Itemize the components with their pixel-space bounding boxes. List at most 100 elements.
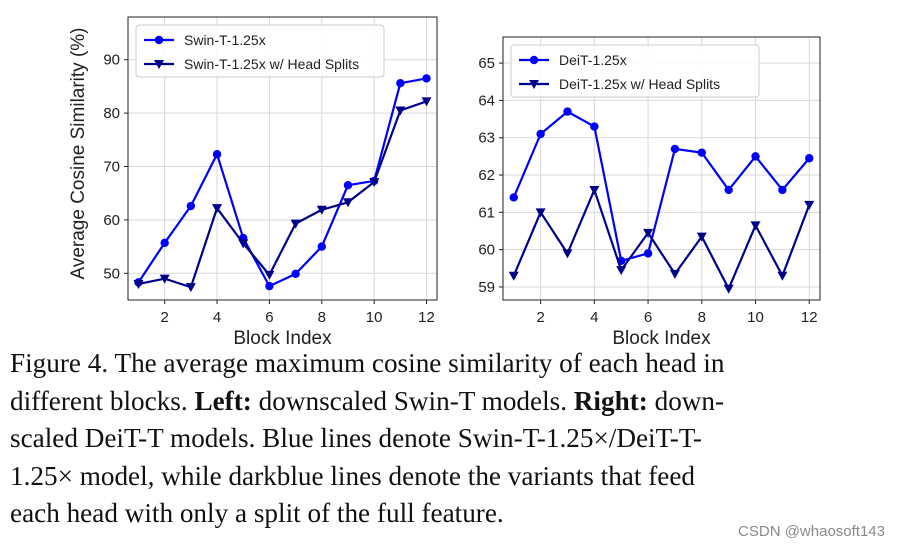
caption-right-label: Right: <box>573 385 648 416</box>
data-point <box>535 208 546 218</box>
data-point <box>536 129 545 139</box>
data-point <box>696 232 707 242</box>
data-point <box>563 107 572 116</box>
data-point <box>133 279 144 289</box>
data-point <box>395 106 406 116</box>
legend-label: DeiT-1.25x <box>559 52 627 68</box>
data-point <box>264 270 275 280</box>
y-tick-label: 80 <box>103 105 120 122</box>
figure-caption: Figure 4. The average maximum cosine sim… <box>10 345 886 533</box>
data-point <box>778 185 787 195</box>
y-tick-label: 65 <box>478 55 495 72</box>
legend-marker <box>154 60 164 69</box>
data-point <box>369 177 380 187</box>
data-point <box>616 266 627 276</box>
legend-marker <box>529 55 539 65</box>
y-tick-label: 59 <box>478 279 495 296</box>
data-point <box>724 185 733 195</box>
data-point <box>750 221 761 231</box>
figure-charts: 2 4 6 8 10 12 50 60 70 80 90 Block Index Average Cos… <box>68 16 821 348</box>
legend-box <box>510 44 760 98</box>
x-tick-label: 6 <box>644 309 652 326</box>
data-point <box>643 249 653 258</box>
data-point <box>697 148 706 157</box>
y-tick-label: 60 <box>478 242 495 259</box>
data-point <box>186 201 196 211</box>
legend: DeiT-1.25x DeiT-1.25x w/ Head Splits <box>510 44 760 98</box>
data-point <box>562 249 573 259</box>
x-tick-label: 2 <box>160 309 168 326</box>
y-axis-label: Average Cosine Similarity (%) <box>68 27 89 279</box>
x-tick-label: 12 <box>801 309 818 326</box>
legend-label: DeiT-1.25x w/ Head Splits <box>559 76 720 92</box>
caption-line-1: Figure 4. The average maximum cosine sim… <box>10 348 725 378</box>
data-point <box>212 204 223 214</box>
caption-line-5: each head with only a split of the full … <box>10 498 504 528</box>
data-point <box>185 283 196 293</box>
caption-line-3: scaled DeiT-T models. Blue lines denote … <box>10 423 702 453</box>
series-1 <box>509 107 814 266</box>
caption-left-label: Left: <box>194 385 252 416</box>
data-point <box>238 239 249 249</box>
legend-label: Swin-T-1.25x <box>184 32 266 48</box>
data-point <box>212 150 222 159</box>
y-tick-label: 61 <box>478 204 495 221</box>
data-point <box>290 219 301 229</box>
x-tick-label: 4 <box>590 309 598 326</box>
data-point <box>777 271 788 281</box>
chart-2: 2 4 6 8 10 12 59 60 61 62 63 64 65 Block Index DeiT-1.… <box>478 36 821 348</box>
y-tick-label: 64 <box>478 92 495 109</box>
caption-line-2: different blocks. Left: downscaled Swin-… <box>10 385 725 416</box>
legend-box <box>135 24 385 78</box>
y-tick-label: 70 <box>103 159 120 176</box>
legend-label: Swin-T-1.25x w/ Head Splits <box>184 56 359 72</box>
data-point <box>421 97 432 107</box>
data-point <box>342 198 353 208</box>
data-point <box>508 271 519 281</box>
x-tick-label: 10 <box>366 309 383 326</box>
plot-frame <box>127 16 438 301</box>
x-tick-label: 10 <box>747 309 764 326</box>
y-tick-label: 62 <box>478 167 495 184</box>
x-axis-label: Block Index <box>612 328 711 348</box>
chart-1: 2 4 6 8 10 12 50 60 70 80 90 Block Index Average Cos… <box>68 16 438 348</box>
x-tick-label: 8 <box>698 309 706 326</box>
data-point <box>590 122 599 131</box>
series-2 <box>133 97 432 293</box>
series-line <box>137 77 427 288</box>
x-tick-label: 4 <box>213 309 221 326</box>
data-point <box>589 185 600 195</box>
data-point <box>422 74 431 83</box>
data-point <box>316 205 327 215</box>
series-line <box>512 110 811 262</box>
x-tick-label: 8 <box>318 309 326 326</box>
legend-marker <box>529 80 539 89</box>
data-point <box>509 193 518 202</box>
data-point <box>160 238 169 248</box>
data-point <box>317 242 326 251</box>
y-tick-label: 60 <box>103 212 120 229</box>
data-point <box>805 154 814 163</box>
series-line <box>512 188 811 290</box>
plot-frame <box>502 36 821 301</box>
data-point <box>159 274 170 284</box>
data-point <box>669 269 680 279</box>
data-point <box>751 152 760 161</box>
y-tick-label: 90 <box>103 52 120 69</box>
x-axis-label: Block Index <box>233 328 332 348</box>
series-1 <box>134 74 431 291</box>
caption-line-4: 1.25× model, while darkblue lines denote… <box>10 460 695 491</box>
data-point <box>670 144 680 154</box>
data-point <box>291 269 300 279</box>
y-tick-label: 63 <box>478 130 495 147</box>
data-point <box>804 200 815 210</box>
watermark: CSDN @whaosoft143 <box>738 523 885 540</box>
data-point <box>396 79 405 88</box>
legend-marker <box>154 35 164 45</box>
legend: Swin-T-1.25x Swin-T-1.25x w/ Head Splits <box>135 24 385 78</box>
data-point <box>723 284 734 294</box>
series-2 <box>508 185 815 294</box>
x-tick-label: 12 <box>418 309 435 326</box>
data-point <box>265 281 274 291</box>
y-tick-label: 50 <box>103 265 120 282</box>
